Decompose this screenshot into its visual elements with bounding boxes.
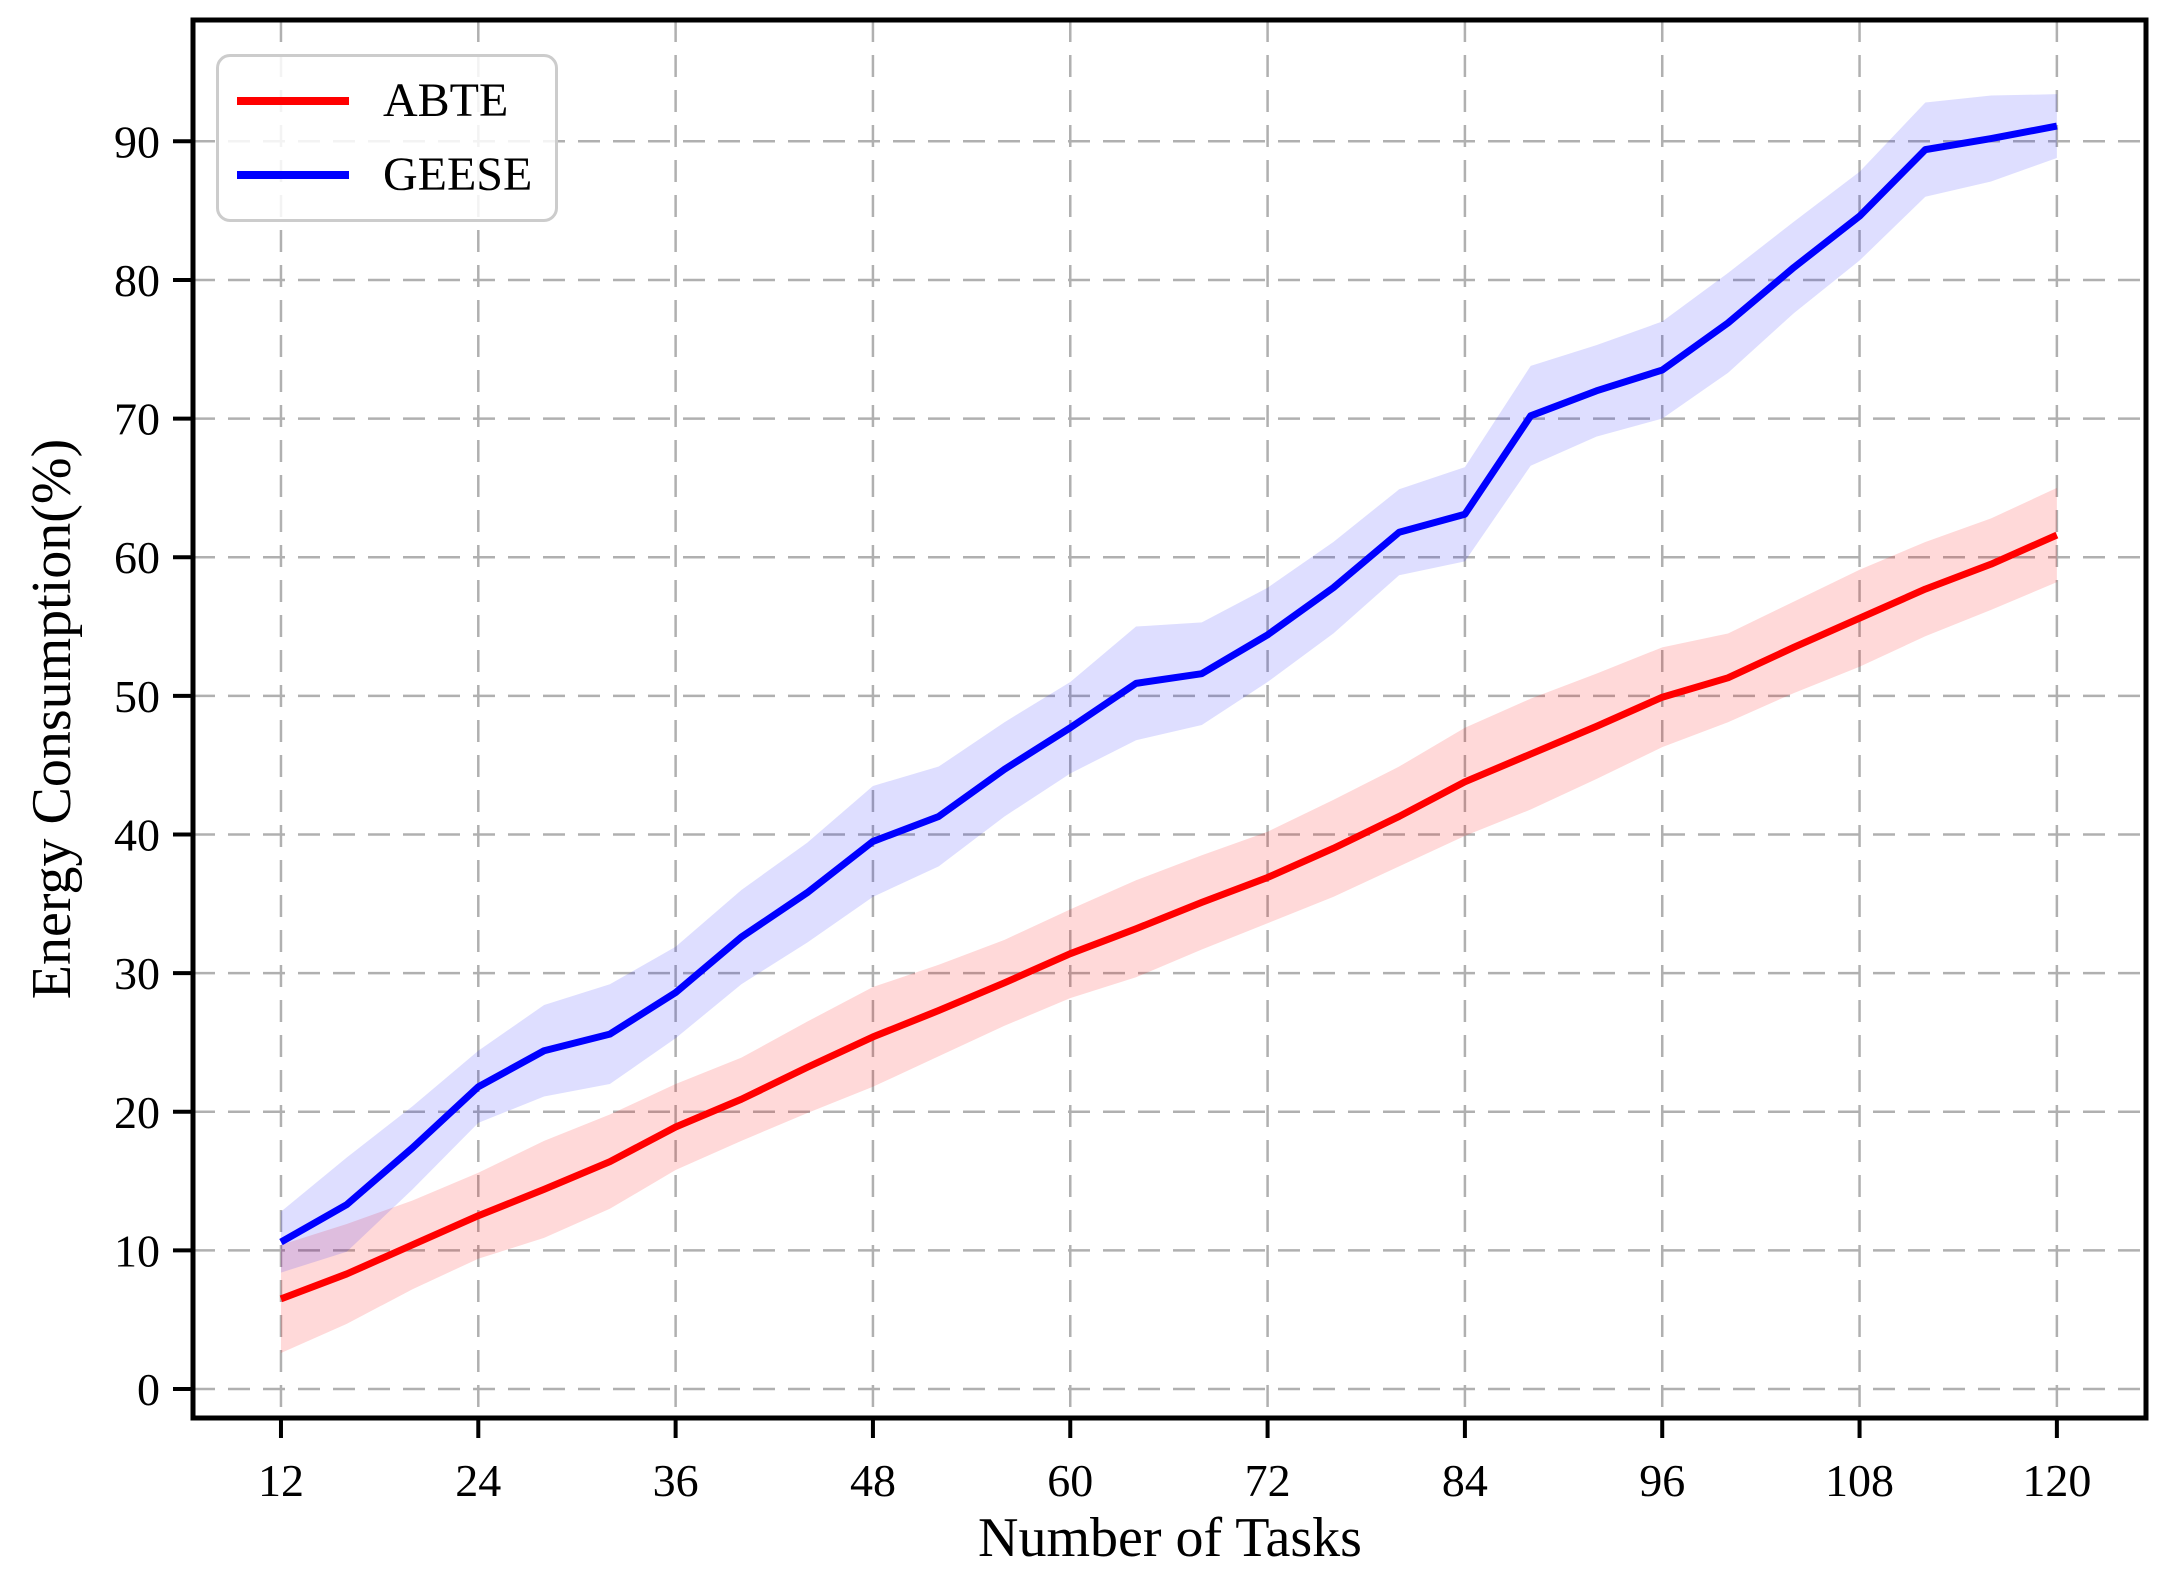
x-tick-label: 12 [258, 1455, 304, 1506]
x-tick-label: 120 [2022, 1455, 2091, 1506]
legend-label-geese: GEESE [383, 148, 533, 201]
y-axis-title: Energy Consumption(%) [21, 438, 83, 1000]
legend-label-abte: ABTE [383, 74, 509, 127]
x-tick-label: 48 [850, 1455, 896, 1506]
y-tick-label: 60 [114, 532, 160, 583]
x-tick-label: 108 [1825, 1455, 1894, 1506]
x-tick-label: 84 [1442, 1455, 1488, 1506]
y-tick-label: 40 [114, 809, 160, 860]
y-tick-label: 50 [114, 671, 160, 722]
y-tick-label: 0 [137, 1364, 160, 1415]
x-axis-title: Number of Tasks [978, 1507, 1362, 1569]
x-tick-label: 72 [1245, 1455, 1291, 1506]
legend-item-abte: ABTE [237, 77, 555, 125]
y-tick-label: 70 [114, 394, 160, 445]
abte-line-swatch [237, 97, 349, 105]
legend-item-geese: GEESE [237, 151, 555, 199]
x-tick-label: 60 [1047, 1455, 1093, 1506]
y-tick-label: 30 [114, 948, 160, 999]
geese-line-swatch [237, 171, 349, 179]
x-tick-label: 24 [455, 1455, 501, 1506]
legend: ABTE GEESE [216, 54, 558, 222]
y-tick-label: 90 [114, 116, 160, 167]
x-tick-label: 36 [653, 1455, 699, 1506]
y-tick-label: 10 [114, 1225, 160, 1276]
y-tick-label: 20 [114, 1087, 160, 1138]
y-tick-label: 80 [114, 255, 160, 306]
x-tick-label: 96 [1639, 1455, 1685, 1506]
